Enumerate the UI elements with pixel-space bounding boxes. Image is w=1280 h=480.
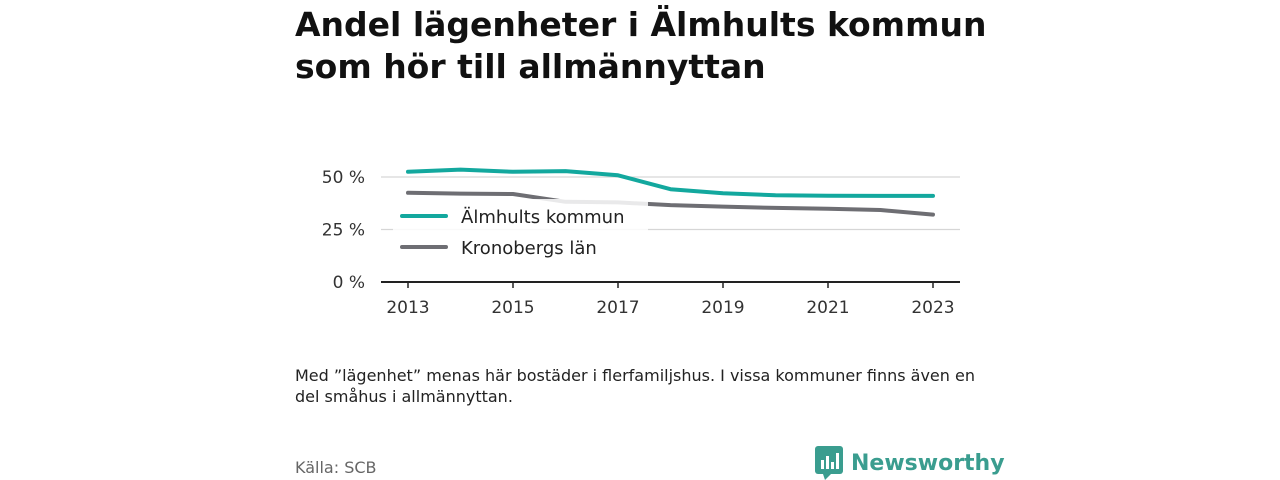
legend: Älmhults kommun Kronobergs län [393, 199, 648, 267]
series-line-1 [406, 190, 935, 217]
x-tick-label: 2013 [386, 298, 429, 318]
legend-label: Kronobergs län [461, 238, 597, 259]
x-tick-label: 2023 [911, 298, 954, 318]
axes: 0 % 25 % 50 % 2013 2015 2017 2019 2021 2023 [322, 168, 960, 318]
y-tick-label: 50 % [322, 168, 365, 188]
x-tick-label: 2015 [491, 298, 534, 318]
series-lines [406, 167, 935, 217]
y-tick-label: 0 % [333, 273, 365, 293]
brand-logo[interactable]: Newsworthy [815, 446, 1005, 480]
series-line-0 [406, 167, 935, 198]
x-tick-label: 2017 [596, 298, 639, 318]
legend-background [393, 199, 648, 267]
x-tick-label: 2021 [806, 298, 849, 318]
x-tick-label: 2019 [701, 298, 744, 318]
source-label: Källa: SCB [295, 458, 377, 477]
bar-chart-logo-icon [815, 446, 843, 480]
legend-label: Älmhults kommun [461, 207, 625, 228]
footnote: Med ”lägenhet” menas här bostäder i fler… [295, 366, 975, 406]
y-tick-label: 25 % [322, 221, 365, 241]
brand-name: Newsworthy [851, 450, 1005, 476]
chart-title: Andel lägenheter i Älmhults kommun som h… [295, 5, 987, 86]
